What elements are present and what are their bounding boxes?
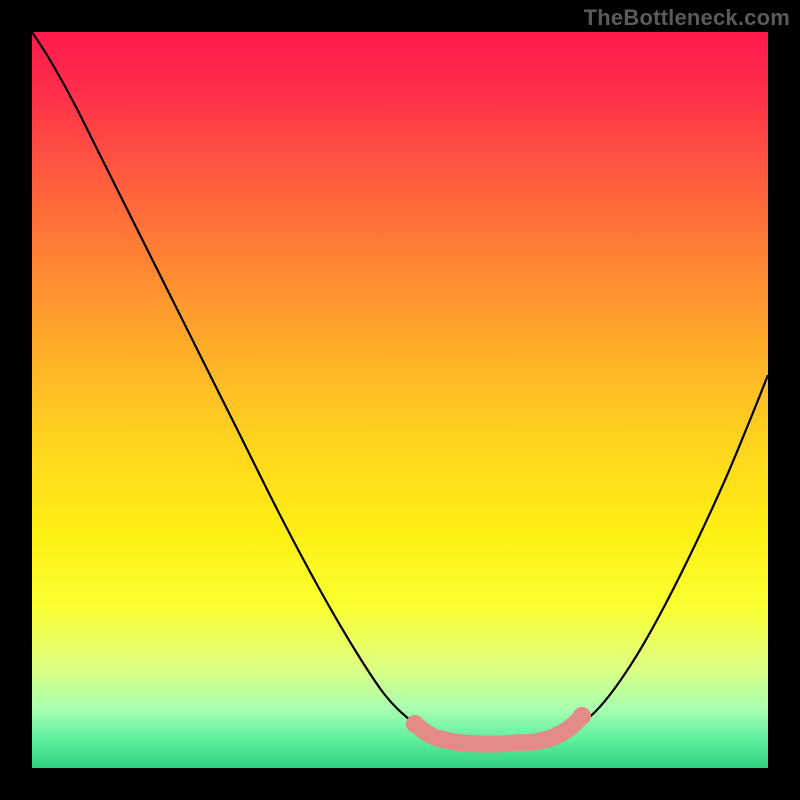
watermark-text: TheBottleneck.com: [584, 5, 790, 31]
plot-background: [32, 32, 768, 768]
bottleneck-chart: [0, 0, 800, 800]
chart-container: { "watermark": { "text": "TheBottleneck.…: [0, 0, 800, 800]
